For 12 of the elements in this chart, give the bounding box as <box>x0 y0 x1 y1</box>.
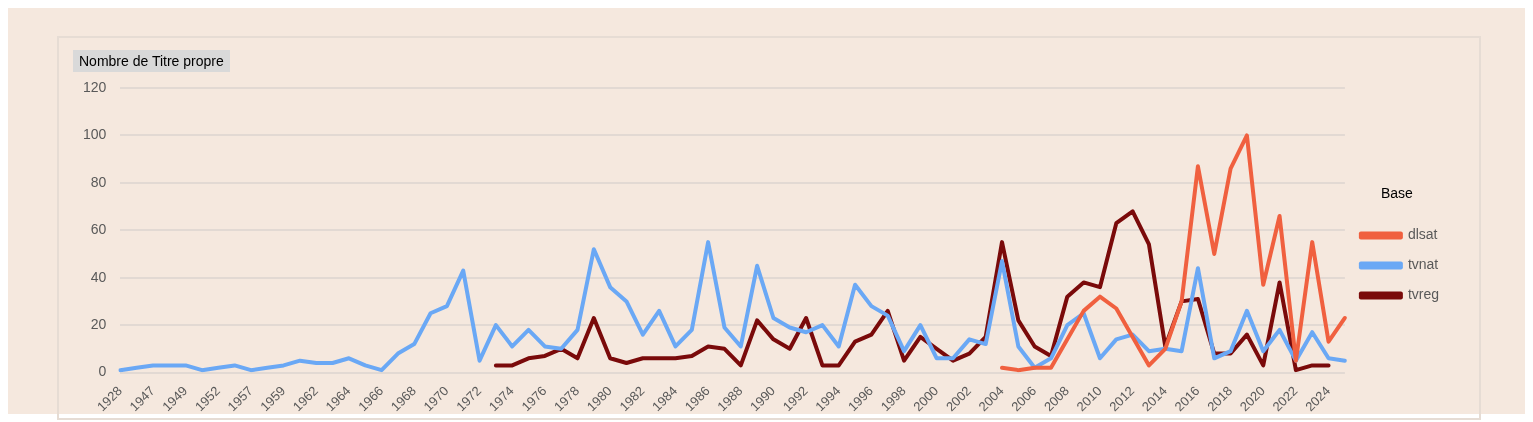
y-tick-label: 20 <box>90 315 107 332</box>
y-tick-label: 0 <box>98 363 107 380</box>
y-tick-label: 60 <box>90 221 107 238</box>
y-tick-label: 100 <box>83 126 107 143</box>
legend-label: dlsat <box>1407 226 1438 243</box>
chart-title: Nombre de Titre propre <box>73 50 230 72</box>
legend-label: tvreg <box>1407 286 1439 303</box>
legend-title: Base <box>1380 185 1414 202</box>
legend-label: tvnat <box>1407 256 1439 273</box>
y-tick-label: 120 <box>83 78 107 95</box>
y-tick-label: 40 <box>90 268 107 285</box>
y-tick-label: 80 <box>90 173 107 190</box>
